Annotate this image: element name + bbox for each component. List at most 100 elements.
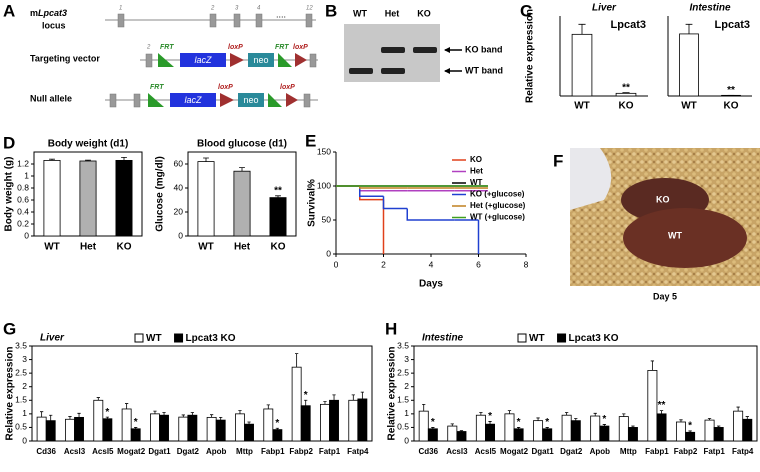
loxp-label: loxP [280, 84, 295, 91]
error-bar [275, 195, 281, 198]
error-bar [105, 416, 109, 419]
error-bar [239, 167, 245, 172]
y-tick-label: 50 [322, 214, 332, 224]
bar [533, 420, 544, 442]
x-tick-label: 2 [381, 259, 386, 269]
panel-label: C [520, 1, 532, 20]
bar [504, 413, 515, 442]
legend-label: Lpcat3 KO [186, 333, 236, 344]
error-bar [650, 360, 655, 371]
bar [93, 399, 104, 442]
significance-label: * [545, 417, 549, 428]
frt-site [148, 93, 164, 107]
x-tick-label: 8 [524, 259, 529, 269]
x-tick-label: Dgat2 [177, 447, 200, 456]
bar [187, 414, 198, 442]
y-tick-label: 3 [22, 354, 27, 364]
error-bar [68, 416, 72, 420]
ellipsis: .... [276, 9, 286, 19]
bar [244, 423, 254, 442]
y-axis-label: Glucose (mg/dl) [155, 156, 166, 232]
frt-label: FRT [275, 44, 289, 51]
bar [269, 197, 287, 237]
y-tick-label: 20 [174, 206, 184, 216]
x-tick-label: Apob [206, 447, 227, 456]
legend-label: Het [470, 167, 483, 176]
bar [178, 416, 189, 442]
row-label: Lpcat3 [38, 8, 67, 18]
x-tick-label: KO [117, 242, 132, 253]
exon-number: 2 [146, 45, 151, 51]
bar [206, 416, 217, 442]
lane-label: WT [353, 8, 367, 18]
error-bar [659, 410, 664, 414]
error-bar [323, 401, 327, 405]
bar [561, 414, 572, 442]
bar [742, 418, 753, 442]
error-bar [85, 159, 91, 161]
bar [427, 428, 438, 442]
chart-title: Liver [40, 333, 65, 344]
x-tick-label: Acsl5 [475, 447, 497, 456]
survival-step [359, 186, 384, 197]
y-tick-label: 0 [24, 230, 29, 240]
lacz-label: lacZ [194, 55, 212, 65]
error-bar [736, 406, 740, 412]
lacz-label: lacZ [184, 95, 202, 105]
y-tick-label: 1.2 [17, 158, 29, 168]
x-tick-label: 6 [476, 259, 481, 269]
significance-label: * [105, 407, 109, 418]
bar [102, 418, 113, 442]
row-label: m [30, 8, 38, 18]
x-tick-label: Acsl3 [64, 447, 86, 456]
exon [145, 53, 153, 68]
significance-label: * [517, 417, 521, 428]
chart-title: Liver [592, 3, 617, 14]
x-tick-label: Fatp1 [319, 447, 341, 456]
y-tick-label: 0 [178, 230, 183, 240]
bar [733, 410, 744, 442]
bar [300, 405, 311, 442]
row-label: locus [42, 20, 66, 30]
y-tick-label: 0.8 [17, 182, 29, 192]
y-tick-label: 0.4 [17, 206, 29, 216]
error-bar [125, 403, 129, 409]
bar [685, 431, 696, 442]
neo-cassette [238, 93, 264, 107]
y-tick-label: 3.5 [397, 340, 409, 350]
glove [570, 148, 612, 210]
x-tick-label: Het [234, 242, 251, 253]
frt-label: FRT [160, 44, 174, 51]
bar [570, 420, 581, 442]
neo-label: neo [243, 95, 258, 105]
bar [675, 421, 686, 442]
y-tick-label: 40 [174, 182, 184, 192]
exon-number: 12 [306, 6, 313, 12]
x-tick-label: 0 [334, 259, 339, 269]
exon [305, 13, 313, 28]
x-tick-label: Dgat1 [532, 447, 555, 456]
bar [320, 403, 330, 442]
loxp-label: loxP [218, 84, 233, 91]
y-tick-label: 1 [22, 408, 27, 418]
error-bar [707, 418, 712, 421]
bar [130, 428, 141, 442]
legend-label: KO (+glucose) [470, 190, 525, 199]
error-bar [622, 413, 626, 417]
error-bar [488, 421, 492, 425]
lacz-cassette [170, 93, 216, 107]
x-tick-label: 4 [429, 259, 434, 269]
x-tick-label: Fatp4 [347, 447, 369, 456]
error-bar [745, 416, 749, 420]
x-axis-label: Days [419, 279, 443, 290]
gel-band [413, 47, 437, 53]
loxp-label: loxP [293, 44, 308, 51]
bar [263, 408, 274, 442]
y-tick-label: 2 [404, 381, 409, 391]
error-bar [688, 430, 692, 433]
y-tick-label: 2 [22, 381, 27, 391]
significance-label: ** [727, 85, 735, 96]
y-tick-label: 1.5 [15, 395, 27, 405]
bar [197, 161, 215, 237]
x-tick-label: WT [44, 242, 60, 253]
